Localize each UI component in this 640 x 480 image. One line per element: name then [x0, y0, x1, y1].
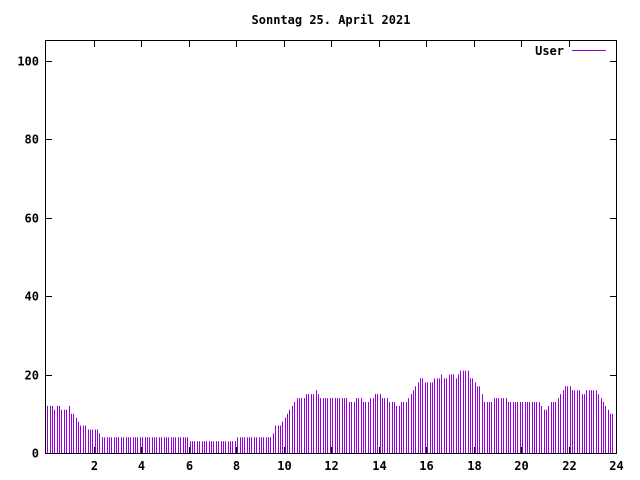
- x-tick-label: 6: [186, 459, 193, 473]
- chart-title: Sonntag 25. April 2021: [252, 13, 411, 27]
- x-tick-label: 16: [419, 459, 433, 473]
- y-tick-label: 60: [25, 212, 39, 226]
- x-tick-label: 8: [233, 459, 240, 473]
- x-tick-label: 12: [324, 459, 338, 473]
- x-tick-label: 14: [372, 459, 386, 473]
- y-tick-label: 80: [25, 133, 39, 147]
- y-tick-label: 100: [17, 55, 39, 69]
- x-tick-label: 4: [138, 459, 145, 473]
- plot-frame: [45, 40, 617, 454]
- y-tick-label: 40: [25, 290, 39, 304]
- x-tick-label: 22: [562, 459, 576, 473]
- x-tick-label: 24: [609, 459, 623, 473]
- y-tick-label: 0: [32, 447, 39, 461]
- legend: User: [535, 44, 606, 58]
- legend-label: User: [535, 44, 564, 58]
- axis-ticks: [46, 41, 617, 454]
- y-tick-label: 20: [25, 369, 39, 383]
- bar-series: [47, 370, 613, 453]
- x-tick-label: 20: [514, 459, 528, 473]
- x-tick-label: 18: [467, 459, 481, 473]
- x-tick-label: 2: [91, 459, 98, 473]
- x-tick-label: 10: [277, 459, 291, 473]
